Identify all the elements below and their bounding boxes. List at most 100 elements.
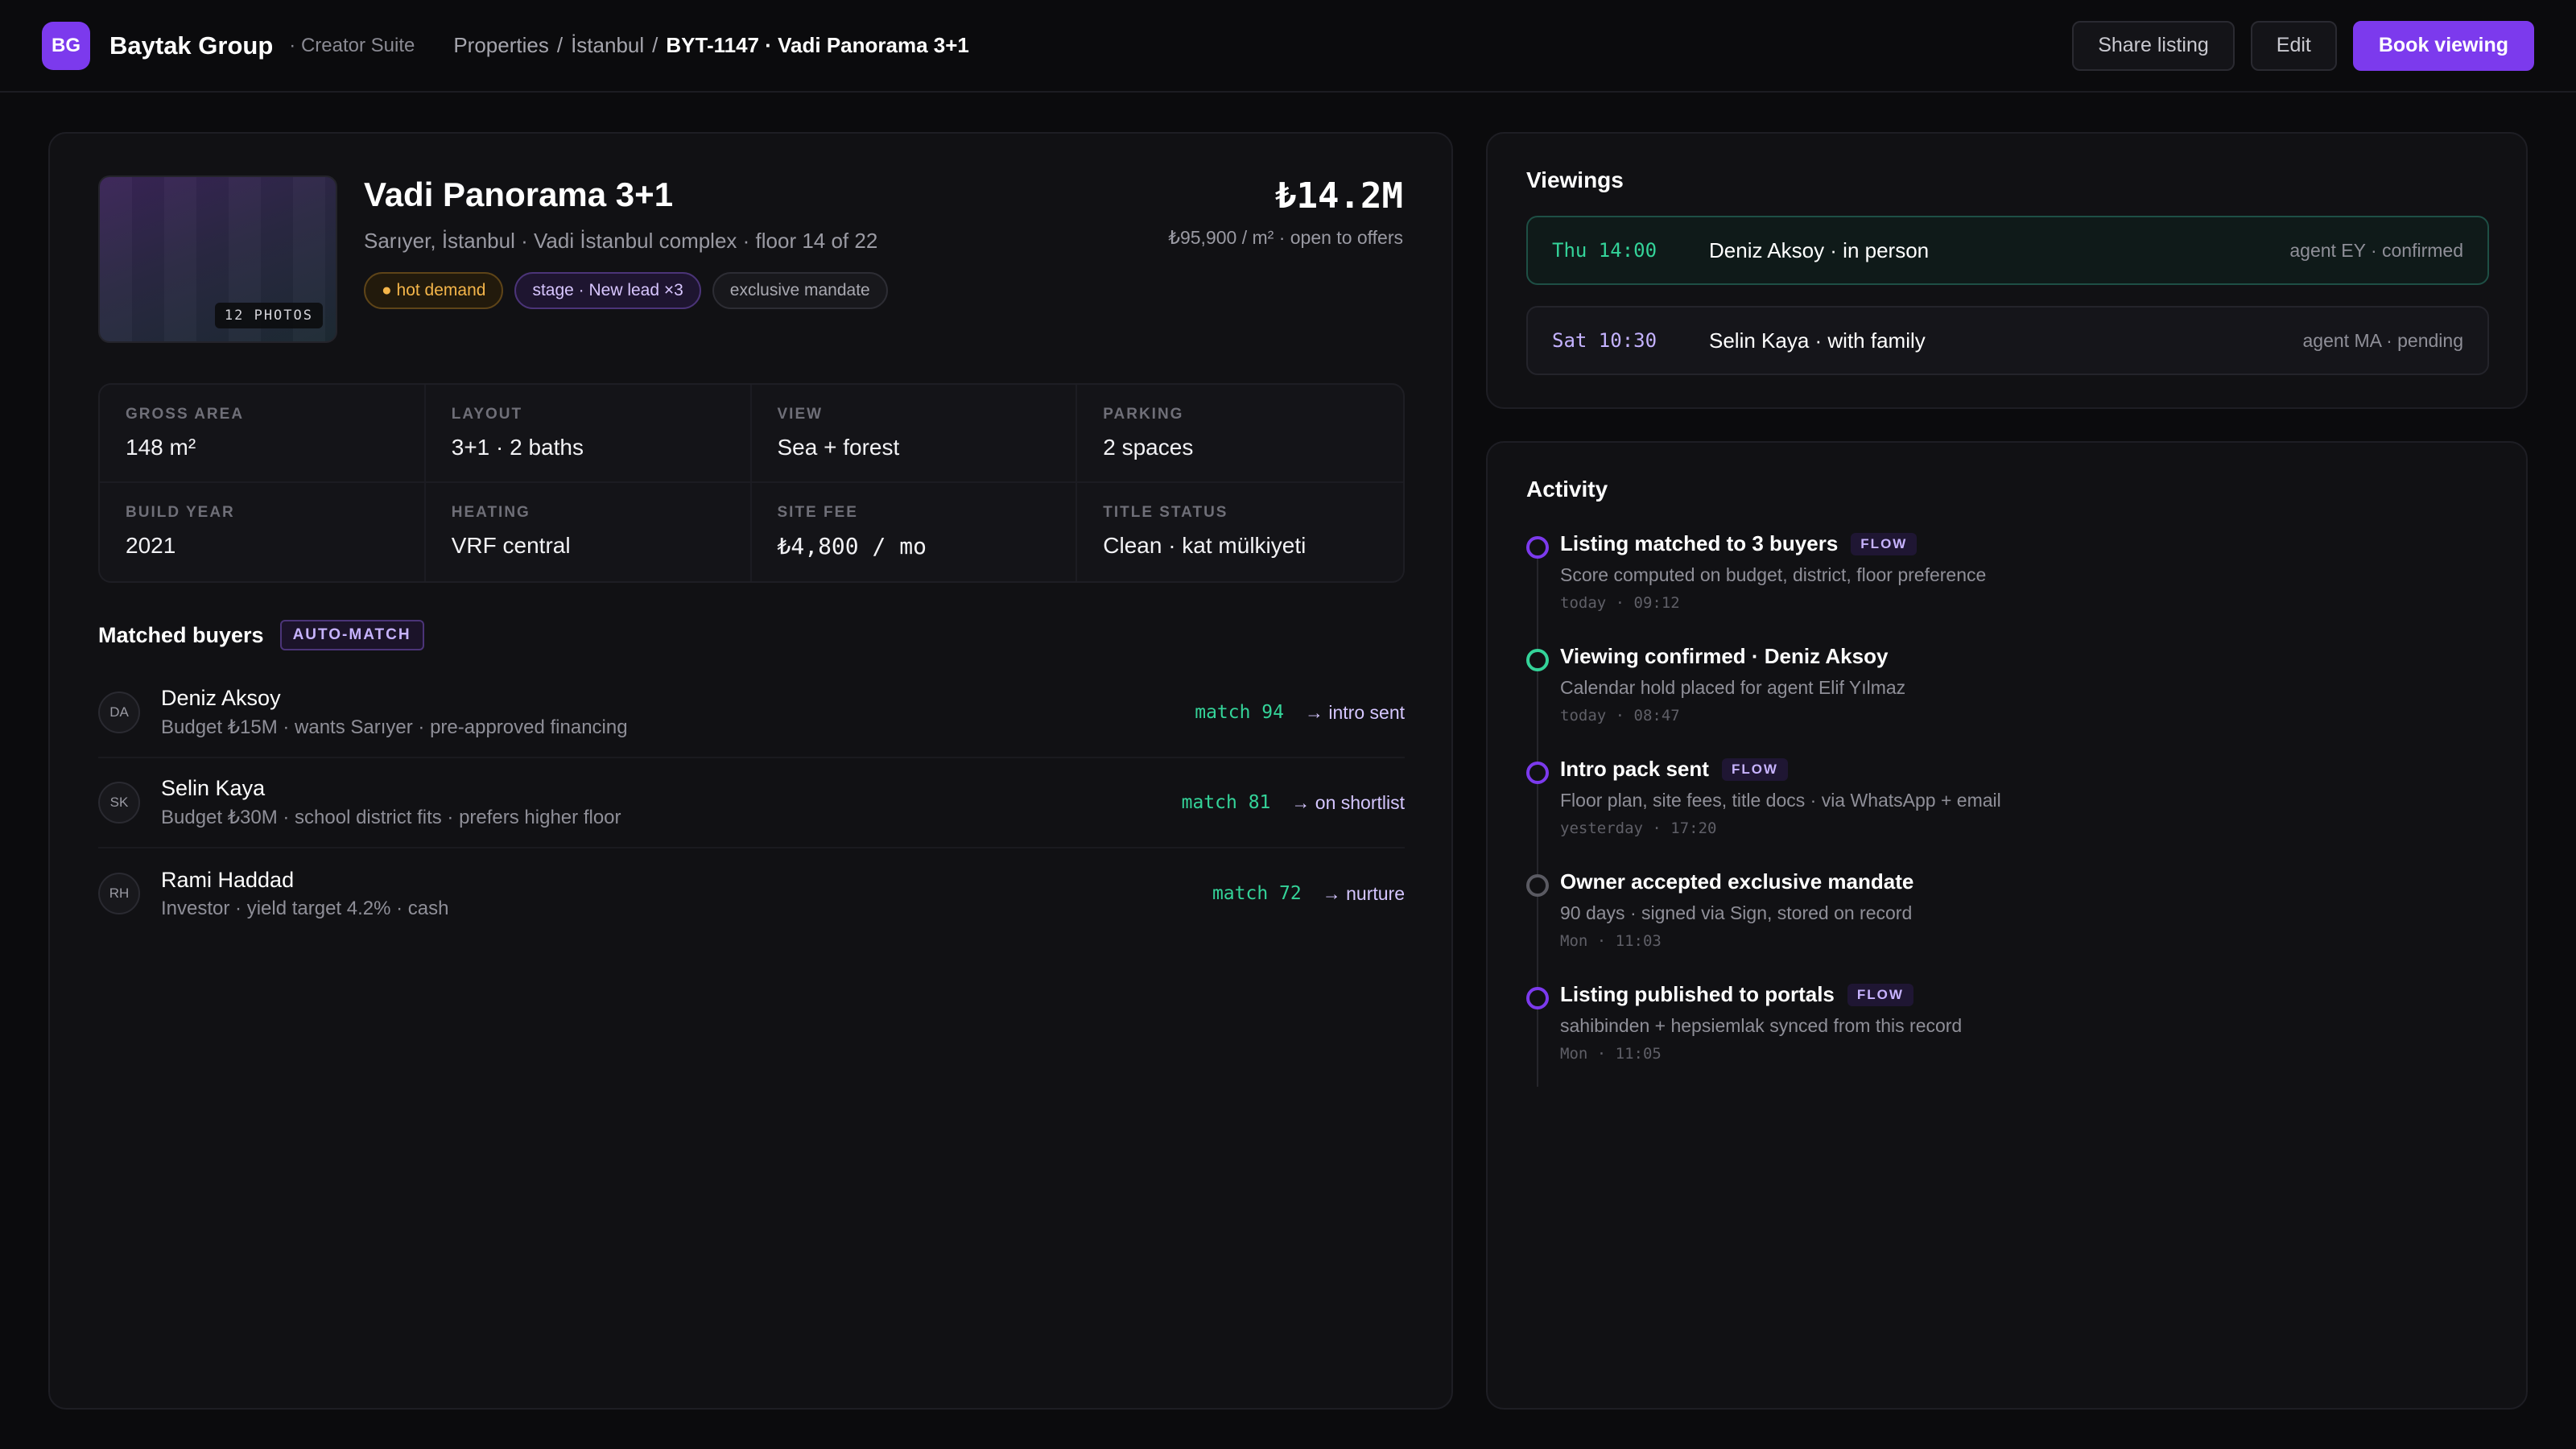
buyer-status-link[interactable]: → on shortlist <box>1291 791 1405 813</box>
hot-demand-tag: ● hot demand <box>364 272 504 309</box>
property-panel: 12 PHOTOS Vadi Panorama 3+1 Sarıyer, İst… <box>48 132 1453 1410</box>
activity-event: Viewing confirmed · Deniz Aksoy Calendar… <box>1526 644 2489 757</box>
event-description: 90 days · signed via Sign, stored on rec… <box>1560 902 1913 923</box>
viewing-name: Selin Kaya · with family <box>1709 328 1926 353</box>
buyer-name: Selin Kaya <box>161 776 266 800</box>
buyer-status-link[interactable]: → nurture <box>1322 882 1405 904</box>
buyer-row-selin-kaya[interactable]: SK Selin Kaya Budget ₺30M · school distr… <box>98 758 1405 848</box>
spec-label: BUILD YEAR <box>126 504 235 521</box>
property-specs: GROSS AREA 148 m² LAYOUT 3+1 · 2 baths V… <box>98 383 1405 583</box>
book-viewing-button[interactable]: Book viewing <box>2352 20 2534 71</box>
event-time: today · 08:47 <box>1560 707 1680 724</box>
header-actions: Share listing Edit Book viewing <box>2072 20 2534 71</box>
suite-label: · Creator Suite <box>289 34 415 56</box>
avatar: DA <box>98 691 140 733</box>
activity-timeline: Listing matched to 3 buyers FLOW Score c… <box>1526 531 2489 1095</box>
breadcrumb-properties[interactable]: Properties <box>453 33 549 57</box>
viewings-title: Viewings <box>1526 167 1624 192</box>
property-location: Sarıyer, İstanbul · Vadi İstanbul comple… <box>364 229 878 253</box>
spec-value: VRF central <box>451 533 571 558</box>
event-time: Mon · 11:05 <box>1560 1045 1662 1063</box>
buyer-description: Investor · yield target 4.2% · cash <box>161 897 449 919</box>
buyer-row-rami-haddad[interactable]: RH Rami Haddad Investor · yield target 4… <box>98 848 1405 939</box>
avatar: RH <box>98 873 140 914</box>
buyer-row-deniz-aksoy[interactable]: DA Deniz Aksoy Budget ₺15M · wants Sarıy… <box>98 668 1405 758</box>
buyer-status-link[interactable]: → intro sent <box>1305 701 1405 723</box>
event-time: Mon · 11:03 <box>1560 932 1662 950</box>
viewing-row[interactable]: Thu 14:00 Deniz Aksoy · in person agent … <box>1526 216 2489 285</box>
timeline-dot-icon <box>1526 762 1549 784</box>
spec-label: TITLE STATUS <box>1103 504 1228 521</box>
stage-tag[interactable]: stage · New lead ×3 <box>514 272 701 309</box>
spec-value: 2 spaces <box>1103 435 1194 460</box>
timeline-dot-icon <box>1526 987 1549 1009</box>
event-time: today · 09:12 <box>1560 594 1680 612</box>
event-time: yesterday · 17:20 <box>1560 819 1717 837</box>
viewing-meta: agent MA · pending <box>2302 329 2463 351</box>
matched-buyers-title: Matched buyers <box>98 622 264 647</box>
matched-buyers-header: Matched buyers AUTO-MATCH <box>98 620 424 650</box>
spec-site-fee: SITE FEE ₺4,800 / mo <box>752 483 1078 581</box>
breadcrumb-separator: / <box>652 33 658 57</box>
exclusive-mandate-tag: exclusive mandate <box>712 272 888 309</box>
viewing-meta: agent EY · confirmed <box>2289 239 2463 261</box>
spec-value: 148 m² <box>126 435 196 460</box>
price-per-m2: ₺95,900 / m² · open to offers <box>1168 227 1403 248</box>
photo-count-badge: 12 PHOTOS <box>214 303 323 328</box>
viewing-time: Sat 10:30 <box>1552 329 1657 352</box>
buyer-name: Deniz Aksoy <box>161 686 281 710</box>
breadcrumb: Properties / İstanbul / BYT-1147 · Vadi … <box>453 33 969 58</box>
event-title: Viewing confirmed · Deniz Aksoy <box>1560 644 1889 668</box>
breadcrumb-separator: / <box>556 33 564 57</box>
brand-logo[interactable]: BG <box>42 21 90 70</box>
auto-match-badge: AUTO-MATCH <box>279 620 424 650</box>
spec-value: ₺4,800 / mo <box>777 533 927 559</box>
spec-label: SITE FEE <box>777 504 858 521</box>
spec-label: HEATING <box>451 504 530 521</box>
property-tags: ● hot demand stage · New lead ×3 exclusi… <box>364 272 888 309</box>
avatar: SK <box>98 782 140 824</box>
spec-value: Clean · kat mülkiyeti <box>1103 533 1307 558</box>
spec-view: VIEW Sea + forest <box>751 385 1078 483</box>
property-price: ₺14.2M <box>1275 175 1403 217</box>
event-description: Calendar hold placed for agent Elif Yılm… <box>1560 677 1906 698</box>
activity-panel: Activity Listing matched to 3 buyers FLO… <box>1486 441 2528 1410</box>
property-title: Vadi Panorama 3+1 <box>364 175 674 213</box>
brand-name: Baytak Group <box>109 31 274 60</box>
buyer-description: Budget ₺30M · school district fits · pre… <box>161 807 621 828</box>
property-photo[interactable]: 12 PHOTOS <box>98 175 337 343</box>
match-score: match 94 <box>1195 702 1284 723</box>
spec-label: VIEW <box>777 406 824 423</box>
event-description: Floor plan, site fees, title docs · via … <box>1560 790 2001 811</box>
timeline-dot-icon <box>1526 649 1549 671</box>
spec-build-year: BUILD YEAR 2021 <box>100 483 426 581</box>
edit-button[interactable]: Edit <box>2250 20 2337 71</box>
spec-label: PARKING <box>1103 406 1184 423</box>
spec-layout: LAYOUT 3+1 · 2 baths <box>425 385 752 483</box>
event-description: Score computed on budget, district, floo… <box>1560 564 1987 585</box>
timeline-dot-icon <box>1526 874 1549 897</box>
buyer-name: Rami Haddad <box>161 867 295 892</box>
spec-parking: PARKING 2 spaces <box>1077 385 1403 483</box>
activity-event: Owner accepted exclusive mandate 90 days… <box>1526 869 2489 982</box>
top-bar: BG Baytak Group · Creator Suite Properti… <box>0 0 2576 93</box>
timeline-dot-icon <box>1526 536 1549 559</box>
activity-event: Intro pack sent FLOW Floor plan, site fe… <box>1526 757 2489 869</box>
spec-value: 2021 <box>126 533 176 558</box>
flow-badge: FLOW <box>1847 983 1913 1006</box>
share-listing-button[interactable]: Share listing <box>2072 20 2235 71</box>
breadcrumb-istanbul[interactable]: İstanbul <box>571 33 645 57</box>
match-score: match 81 <box>1181 792 1271 813</box>
activity-title: Activity <box>1526 477 1608 502</box>
spec-gross-area: GROSS AREA 148 m² <box>100 385 426 483</box>
flow-badge: FLOW <box>1721 758 1788 781</box>
matched-buyers-list: DA Deniz Aksoy Budget ₺15M · wants Sarıy… <box>98 668 1405 939</box>
viewings-panel: Viewings Thu 14:00 Deniz Aksoy · in pers… <box>1486 132 2528 409</box>
breadcrumb-current: BYT-1147 · Vadi Panorama 3+1 <box>666 33 969 57</box>
spec-value: Sea + forest <box>777 435 900 460</box>
activity-event: Listing published to portals FLOW sahibi… <box>1526 982 2489 1095</box>
viewing-row[interactable]: Sat 10:30 Selin Kaya · with family agent… <box>1526 306 2489 375</box>
event-title: Listing published to portals <box>1560 982 1835 1006</box>
activity-event: Listing matched to 3 buyers FLOW Score c… <box>1526 531 2489 644</box>
spec-label: GROSS AREA <box>126 406 245 423</box>
